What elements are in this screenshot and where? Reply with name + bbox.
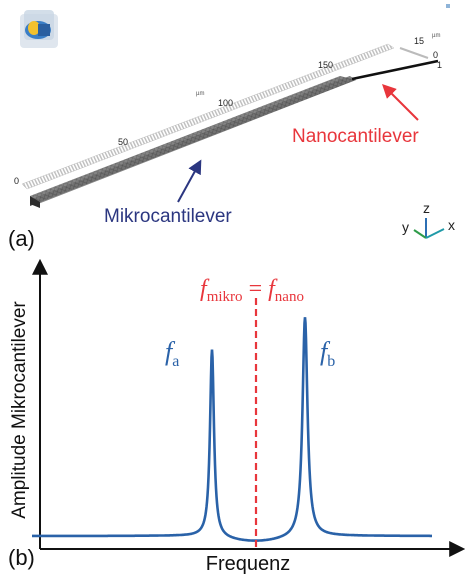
peak-b-symbol: f: [320, 337, 331, 366]
y-axis-label: Amplitude Mikrocantilever: [9, 301, 30, 519]
scale-tick-width-0: 0: [433, 50, 438, 60]
scale-tick-100: 100: [218, 98, 233, 108]
condition-left-symbol: f: [200, 276, 210, 302]
triad-z-label: z: [423, 200, 430, 216]
microcantilever-mesh-surface: [30, 76, 356, 202]
nanocantilever-label: Nanocantilever: [292, 126, 419, 147]
x-axis-label: Frequenz: [206, 553, 291, 575]
scale-tick-150: 150: [318, 60, 333, 70]
scale-tick-height-1: 1: [437, 60, 442, 70]
panel-a-label: (a): [8, 226, 35, 251]
scale-tick-0: 0: [14, 176, 19, 186]
scale-unit: µm: [196, 91, 204, 97]
microcantilever-front-edge: [30, 196, 40, 208]
peak-a-label: fa: [165, 337, 179, 370]
axes-triad: z y x: [402, 200, 455, 239]
condition-equals: =: [249, 276, 263, 302]
nanocantilever-beam: [351, 59, 439, 81]
scale-ruler: [21, 43, 395, 190]
scale-tick-width-15: 15: [414, 36, 424, 46]
triad-x-label: x: [448, 217, 455, 233]
panel-a: 0 50 100 150 µm µm 15 0 1 Nanocantilever…: [8, 4, 455, 251]
microcantilever-arrow: [177, 159, 202, 203]
peak-a-sub: a: [172, 353, 179, 370]
panel-b: Amplitude Mikrocantilever Frequenz fmikr…: [8, 258, 466, 575]
triad-y-axis: [413, 229, 427, 239]
triad-x-axis: [425, 228, 445, 239]
width-scale-line: [399, 47, 429, 59]
microcantilever-model: [30, 76, 356, 208]
peak-a-symbol: f: [165, 337, 176, 366]
condition-left-sub: mikro: [207, 289, 243, 305]
condition-right-sub: nano: [275, 289, 304, 305]
amplitude-curve: [32, 317, 432, 542]
software-logo-icon: [20, 10, 58, 48]
nanocantilever-arrow: [382, 84, 419, 121]
peak-b-label: fb: [320, 337, 335, 370]
microcantilever-label: Mikrocantilever: [104, 206, 232, 227]
scale-unit-width: µm: [432, 33, 440, 39]
scale-tick-50: 50: [118, 137, 128, 147]
peak-b-sub: b: [327, 353, 335, 370]
panel-b-label: (b): [8, 545, 35, 570]
triad-y-label: y: [402, 219, 409, 235]
corner-marker: [446, 4, 450, 8]
coupling-condition-label: fmikro = fnano: [200, 276, 304, 305]
condition-right-symbol: f: [268, 276, 278, 302]
